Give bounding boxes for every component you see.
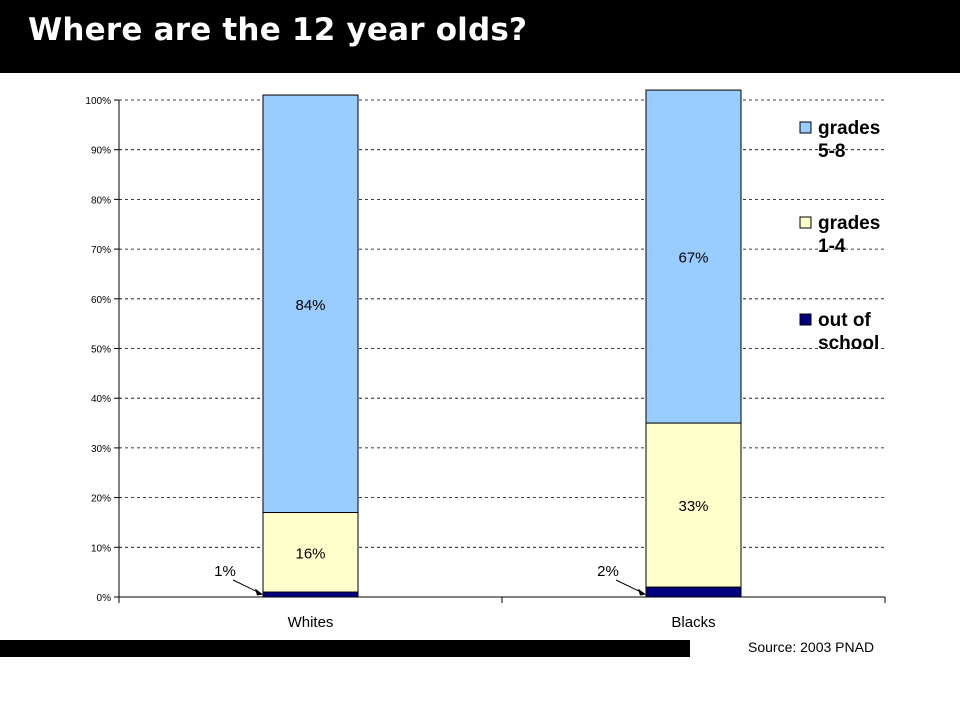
y-tick-label: 20% [91,494,111,505]
bar-segment-grades-1-4 [645,422,742,588]
data-label: 1% [214,563,236,580]
y-tick-label: 0% [97,593,112,604]
y-tick-label: 70% [91,245,111,256]
legend-label: grades [818,213,880,234]
bar-segment-grades-1-4 [262,512,359,593]
category-label: Whites [288,614,334,631]
legend-label: out of [818,310,871,331]
page-title: Where are the 12 year olds? [28,12,528,48]
source-note: Source: 2003 PNAD [748,639,875,655]
bar-segment-grades-5-8 [645,89,742,424]
bar-segment-out-of-school [645,586,742,598]
title-bar: Where are the 12 year olds? [0,0,960,73]
data-label: 67% [678,250,708,267]
y-tick-label: 80% [91,195,111,206]
legend-label: 1-4 [818,236,846,257]
footer-bar [0,640,690,657]
data-label: 16% [295,545,325,562]
legend-swatch [799,121,812,134]
y-tick-label: 50% [91,345,111,356]
legend-swatch [799,313,812,326]
bar-segment-out-of-school [262,591,359,598]
y-tick-label: 30% [91,444,111,455]
data-label: 2% [597,563,619,580]
y-tick-label: 40% [91,394,111,405]
legend-label: 5-8 [818,141,845,162]
y-tick-label: 90% [91,146,111,157]
label-arrow-head [638,588,646,596]
legend-label: grades [818,118,880,139]
data-label: 84% [295,297,325,314]
y-tick-label: 100% [85,96,111,107]
data-label: 33% [678,498,708,515]
category-label: Blacks [671,614,715,631]
bar-segment-grades-5-8 [262,94,359,514]
label-arrow-head [255,588,263,596]
legend-swatch [799,216,812,229]
y-tick-label: 60% [91,295,111,306]
legend-label: school [818,333,879,354]
y-tick-label: 10% [91,543,111,554]
